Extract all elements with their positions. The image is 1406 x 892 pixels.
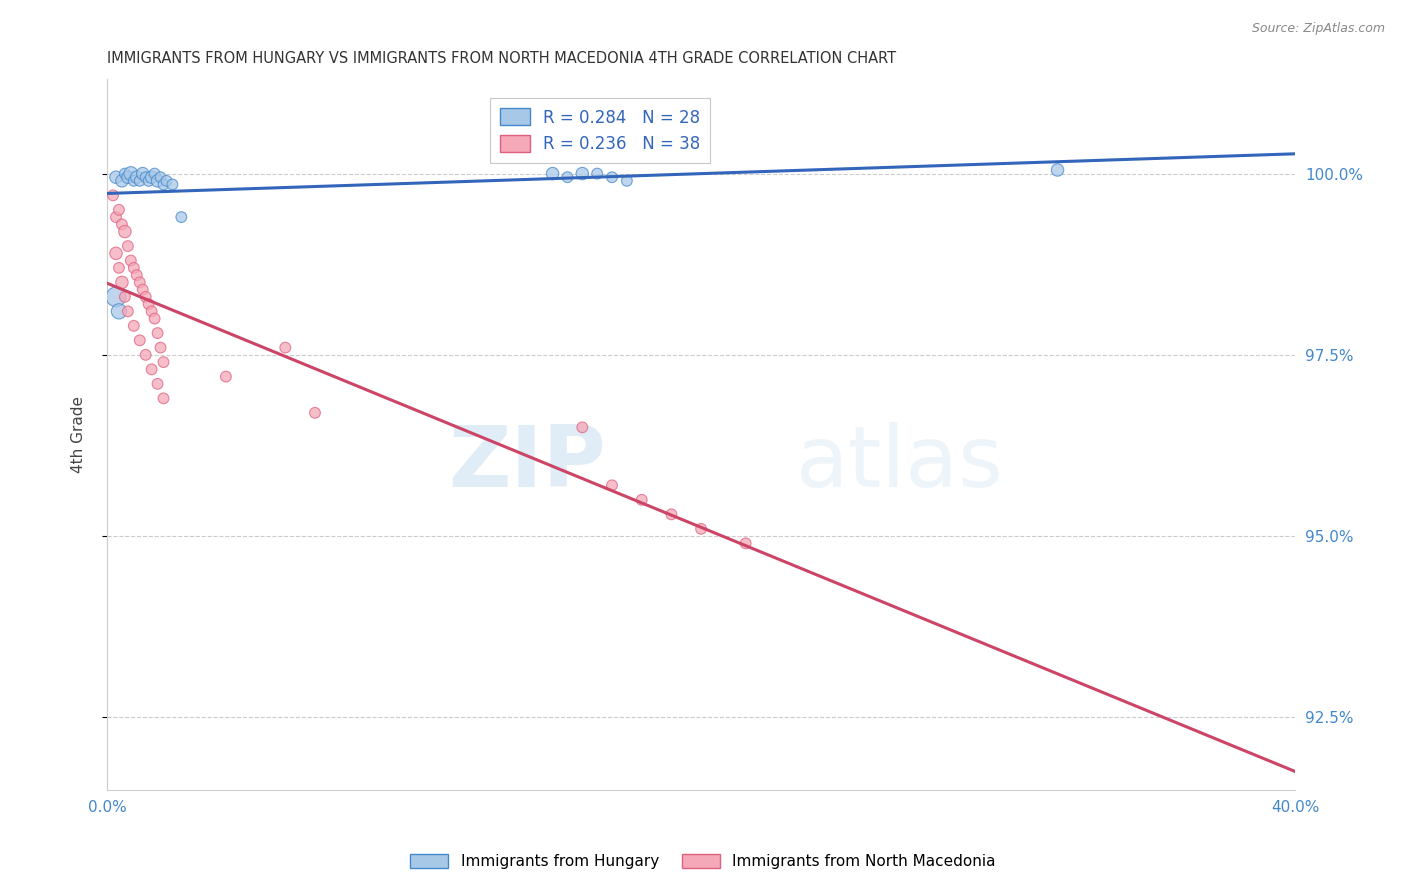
Point	[141, 170, 163, 185]
Point	[117, 304, 139, 318]
Point	[143, 167, 166, 181]
Point	[155, 174, 177, 188]
Point	[111, 218, 134, 232]
Point	[571, 420, 593, 434]
Point	[571, 167, 593, 181]
Point	[149, 341, 172, 355]
Text: Source: ZipAtlas.com: Source: ZipAtlas.com	[1251, 22, 1385, 36]
Point	[152, 392, 174, 406]
Point	[690, 522, 713, 536]
Point	[104, 246, 127, 260]
Point	[600, 170, 623, 185]
Point	[661, 508, 683, 522]
Point	[104, 170, 127, 185]
Y-axis label: 4th Grade: 4th Grade	[72, 396, 86, 473]
Legend: Immigrants from Hungary, Immigrants from North Macedonia: Immigrants from Hungary, Immigrants from…	[404, 848, 1002, 875]
Point	[557, 170, 579, 185]
Point	[600, 478, 623, 492]
Point	[120, 253, 142, 268]
Point	[146, 326, 169, 340]
Point	[108, 304, 131, 318]
Point	[138, 297, 160, 311]
Point	[128, 334, 150, 348]
Point	[141, 304, 163, 318]
Point	[135, 170, 157, 185]
Point	[104, 210, 127, 224]
Point	[122, 174, 145, 188]
Point	[138, 174, 160, 188]
Point	[117, 239, 139, 253]
Point	[1046, 163, 1069, 178]
Text: atlas: atlas	[796, 422, 1004, 505]
Point	[586, 167, 609, 181]
Point	[215, 369, 238, 384]
Text: ZIP: ZIP	[449, 422, 606, 505]
Point	[132, 167, 155, 181]
Legend: R = 0.284   N = 28, R = 0.236   N = 38: R = 0.284 N = 28, R = 0.236 N = 38	[489, 98, 710, 163]
Point	[146, 174, 169, 188]
Point	[128, 276, 150, 290]
Point	[152, 355, 174, 369]
Point	[125, 268, 148, 282]
Point	[114, 225, 136, 239]
Point	[111, 174, 134, 188]
Point	[146, 376, 169, 391]
Point	[128, 174, 150, 188]
Point	[630, 492, 652, 507]
Point	[135, 348, 157, 362]
Point	[149, 170, 172, 185]
Text: IMMIGRANTS FROM HUNGARY VS IMMIGRANTS FROM NORTH MACEDONIA 4TH GRADE CORRELATION: IMMIGRANTS FROM HUNGARY VS IMMIGRANTS FR…	[107, 51, 896, 66]
Point	[616, 174, 638, 188]
Point	[162, 178, 184, 192]
Point	[104, 290, 127, 304]
Point	[141, 362, 163, 376]
Point	[117, 170, 139, 185]
Point	[143, 311, 166, 326]
Point	[111, 276, 134, 290]
Point	[122, 318, 145, 333]
Point	[734, 536, 756, 550]
Point	[304, 406, 326, 420]
Point	[114, 167, 136, 181]
Point	[135, 290, 157, 304]
Point	[541, 167, 564, 181]
Point	[108, 260, 131, 275]
Point	[170, 210, 193, 224]
Point	[125, 170, 148, 185]
Point	[108, 202, 131, 217]
Point	[152, 178, 174, 192]
Point	[122, 260, 145, 275]
Point	[120, 167, 142, 181]
Point	[132, 283, 155, 297]
Point	[114, 290, 136, 304]
Point	[101, 188, 124, 202]
Point	[274, 341, 297, 355]
